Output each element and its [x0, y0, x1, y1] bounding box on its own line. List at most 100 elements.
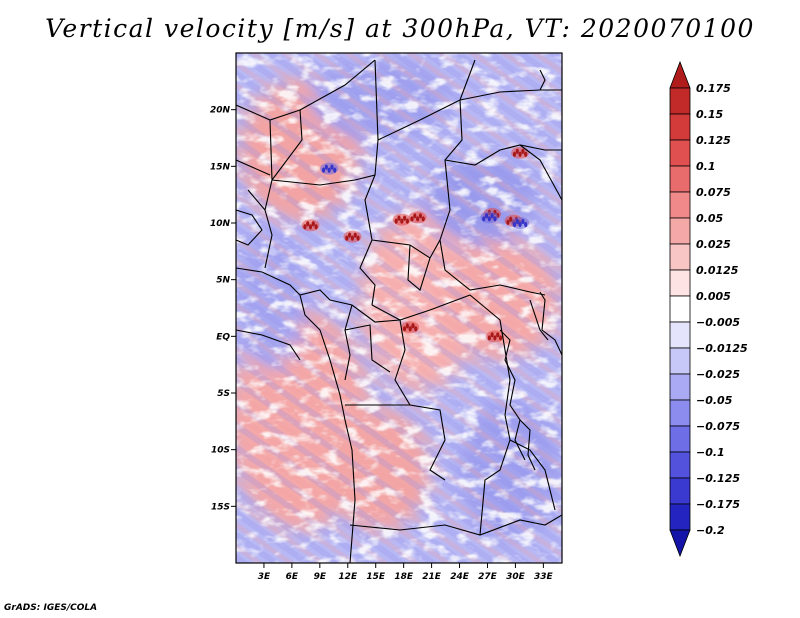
hotspot-cell: [521, 148, 525, 154]
colorbar-swatch: [669, 399, 691, 427]
colorbar-level-label: −0.0125: [696, 342, 748, 355]
hotspot-cell: [487, 216, 491, 222]
colorbar-level-label: 0.025: [696, 238, 731, 251]
hotspot-cell: [353, 232, 357, 238]
lon-tick-label: 12E: [338, 572, 358, 582]
lat-tick-label: EQ: [216, 332, 230, 342]
colorbar-swatch: [669, 139, 691, 167]
grads-credit: GrADS: IGES/COLA: [4, 603, 98, 613]
hotspot-cell: [356, 235, 360, 241]
colorbar-swatch: [669, 295, 691, 323]
hotspot-cell: [493, 216, 497, 222]
hotspot-cell: [498, 335, 503, 341]
hotspot-cell: [314, 224, 318, 230]
colorbar-bottom-arrow: [669, 529, 691, 558]
colorbar-level-label: 0.075: [696, 186, 731, 199]
colorbar-level-label: 0.005: [696, 290, 731, 303]
hotspot-cell: [330, 164, 334, 170]
velocity-hotspots: [301, 146, 530, 343]
hotspot-cell: [490, 332, 494, 338]
hotspot-cell: [515, 218, 519, 225]
hotspot-cell: [333, 167, 337, 173]
colorbar-swatch: [669, 477, 691, 505]
colorbar-level-label: −0.1: [696, 446, 725, 459]
hotspot-cell: [418, 213, 423, 219]
lon-tick-label: 30E: [506, 572, 526, 582]
hotspot-cell: [512, 151, 517, 157]
hotspot-cell: [512, 221, 517, 228]
hotspot-cell: [414, 326, 418, 332]
colorbar-level-label: 0.125: [696, 134, 731, 147]
colorbar-swatch: [669, 269, 691, 297]
lat-tick-label: 20N: [210, 106, 231, 116]
colorbar-swatch: [669, 217, 691, 245]
hotspot-cell: [327, 167, 331, 173]
hotspot-cell: [394, 218, 398, 224]
hotspot-cell: [321, 167, 326, 173]
colorbar: 0.175 0.15 0.125 0.1 0.075 0.05 0.025 0.0125 0.0…: [669, 60, 748, 558]
hotspot-cell: [405, 218, 409, 224]
colorbar-level-label: 0.0125: [696, 264, 739, 277]
lat-tick-label: 10N: [210, 219, 231, 229]
hotspot-cell: [306, 221, 310, 227]
colorbar-level-label: 0.175: [696, 82, 731, 95]
hotspot-cell: [408, 326, 412, 332]
lon-tick-label: 3E: [258, 572, 271, 582]
hotspot-cell: [405, 323, 409, 329]
hotspot-cell: [496, 332, 500, 338]
hotspot-cell: [402, 326, 407, 332]
hotspot-cell: [311, 221, 315, 227]
lat-tick-label: 10S: [211, 446, 230, 456]
colorbar-level-label: 0.1: [696, 160, 716, 173]
hotspot-cell: [345, 235, 349, 241]
colorbar-swatch: [669, 113, 691, 141]
lon-tick-label: 21E: [422, 572, 442, 582]
hotspot-cell: [524, 151, 528, 157]
hotspot-cell: [350, 235, 355, 241]
lat-tick-label: 15N: [210, 162, 231, 172]
hotspot-cell: [484, 213, 489, 219]
lon-tick-label: 6E: [286, 572, 299, 582]
hotspot-cell: [518, 221, 522, 228]
colorbar-level-label: −0.2: [696, 524, 725, 537]
colorbar-swatch: [669, 503, 691, 531]
map-frame: [235, 52, 563, 564]
hotspot-cell: [416, 216, 420, 222]
colorbar-swatch: [669, 243, 691, 271]
colorbar-swatch: [669, 165, 691, 193]
colorbar-level-label: −0.175: [696, 498, 740, 511]
hotspot-cell: [521, 218, 525, 225]
hotspot-cell: [410, 216, 414, 222]
hotspot-cell: [515, 148, 519, 154]
colorbar-level-label: −0.075: [696, 420, 740, 433]
colorbar-swatch: [669, 451, 691, 479]
hotspot-cell: [411, 323, 415, 329]
hotspot-cell: [518, 151, 522, 157]
hotspot-cell: [324, 164, 328, 170]
colorbar-level-label: −0.125: [696, 472, 740, 485]
hotspot-cell: [490, 213, 494, 219]
lon-tick-label: 33E: [534, 572, 554, 582]
colorbar-level-label: −0.05: [696, 394, 733, 407]
lat-tick-label: 15S: [211, 502, 230, 512]
latitude-axis: 20N 15N 10N 5N EQ 5S 10S 15S: [210, 106, 236, 512]
colorbar-top-arrow: [669, 60, 691, 89]
colorbar-swatch: [669, 321, 691, 349]
velocity-field-map: [236, 53, 562, 563]
lon-tick-label: 27E: [478, 572, 498, 582]
lon-tick-label: 24E: [450, 572, 470, 582]
hotspot-cell: [487, 335, 491, 341]
hotspot-cell: [303, 224, 307, 230]
hotspot-cell: [413, 213, 417, 219]
colorbar-swatch: [669, 425, 691, 453]
lon-tick-label: 18E: [394, 572, 414, 582]
lon-tick-label: 15E: [366, 572, 386, 582]
colorbar-swatch: [669, 87, 691, 115]
colorbar-level-label: 0.15: [696, 108, 723, 121]
colorbar-swatch: [669, 191, 691, 219]
lat-tick-label: 5N: [216, 276, 230, 286]
hotspot-cell: [397, 215, 401, 221]
hotspot-cell: [482, 216, 486, 222]
lat-tick-label: 5S: [217, 389, 230, 399]
